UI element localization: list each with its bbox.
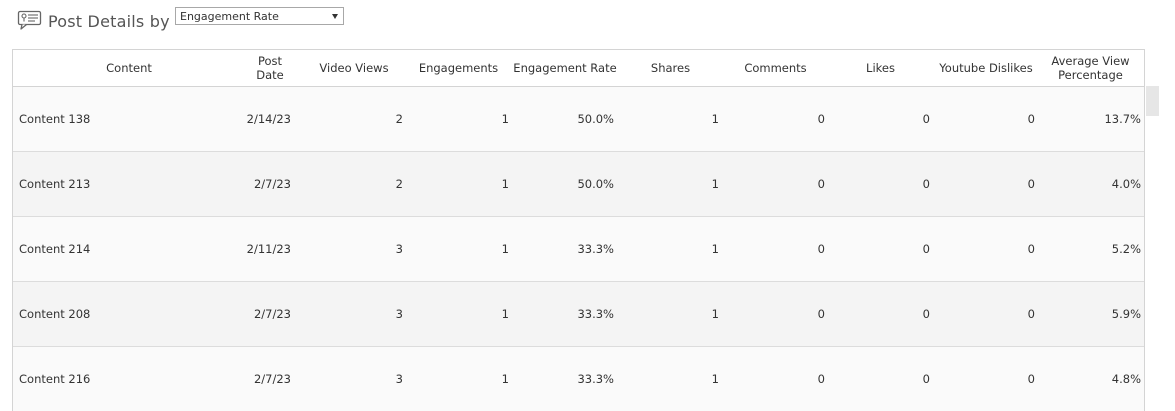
cell-engagements: 1 <box>501 112 509 126</box>
cell-likes: 0 <box>922 372 930 386</box>
column-header-post-date[interactable]: Post Date <box>256 54 284 82</box>
cell-shares: 1 <box>711 112 719 126</box>
cell-likes: 0 <box>922 307 930 321</box>
cell-post-date: 2/14/23 <box>246 112 291 126</box>
cell-post-date: 2/7/23 <box>253 177 291 191</box>
cell-youtube-dislikes: 0 <box>1027 112 1035 126</box>
cell-average-view-percentage: 5.2% <box>1111 242 1141 256</box>
cell-video-views: 3 <box>395 372 403 386</box>
cell-engagement-rate: 50.0% <box>577 177 614 191</box>
cell-comments: 0 <box>817 177 825 191</box>
table-header: Content Post Date Video Views Engagement… <box>13 50 1144 87</box>
cell-post-date: 2/7/23 <box>253 307 291 321</box>
cell-likes: 0 <box>922 177 930 191</box>
cell-comments: 0 <box>817 112 825 126</box>
cell-youtube-dislikes: 0 <box>1027 177 1035 191</box>
column-header-likes[interactable]: Likes <box>866 61 895 75</box>
column-header-comments[interactable]: Comments <box>744 61 807 75</box>
cell-comments: 0 <box>817 372 825 386</box>
cell-average-view-percentage: 13.7% <box>1104 112 1141 126</box>
column-header-content[interactable]: Content <box>106 61 152 75</box>
column-header-youtube-dislikes[interactable]: Youtube Dislikes <box>939 61 1033 75</box>
cell-youtube-dislikes: 0 <box>1027 372 1035 386</box>
vertical-scrollbar[interactable] <box>1145 49 1163 411</box>
cell-average-view-percentage: 5.9% <box>1111 307 1141 321</box>
scrollbar-thumb[interactable] <box>1146 86 1159 116</box>
column-header-engagement-rate[interactable]: Engagement Rate <box>513 61 617 75</box>
cell-shares: 1 <box>711 177 719 191</box>
cell-content: Content 216 <box>19 372 91 386</box>
speech-bubble-icon <box>17 10 43 30</box>
cell-engagement-rate: 33.3% <box>577 242 614 256</box>
cell-average-view-percentage: 4.8% <box>1111 372 1141 386</box>
cell-video-views: 3 <box>395 307 403 321</box>
cell-comments: 0 <box>817 307 825 321</box>
column-header-shares[interactable]: Shares <box>650 61 691 75</box>
page-title: Post Details by <box>48 12 170 31</box>
cell-video-views: 2 <box>395 112 403 126</box>
column-header-engagements[interactable]: Engagements <box>418 61 499 75</box>
cell-comments: 0 <box>817 242 825 256</box>
cell-content: Content 208 <box>19 307 91 321</box>
cell-engagement-rate: 50.0% <box>577 112 614 126</box>
cell-engagements: 1 <box>501 242 509 256</box>
cell-engagement-rate: 33.3% <box>577 307 614 321</box>
cell-shares: 1 <box>711 242 719 256</box>
table-row[interactable]: Content 208 2/7/23 3 1 33.3% 1 0 0 0 5.9… <box>13 282 1144 347</box>
table-row[interactable]: Content 213 2/7/23 2 1 50.0% 1 0 0 0 4.0… <box>13 152 1144 217</box>
cell-engagements: 1 <box>501 372 509 386</box>
cell-content: Content 138 <box>19 112 91 126</box>
cell-youtube-dislikes: 0 <box>1027 307 1035 321</box>
cell-shares: 1 <box>711 307 719 321</box>
cell-video-views: 3 <box>395 242 403 256</box>
table-row[interactable]: Content 216 2/7/23 3 1 33.3% 1 0 0 0 4.8… <box>13 347 1144 411</box>
cell-shares: 1 <box>711 372 719 386</box>
table-row[interactable]: Content 214 2/11/23 3 1 33.3% 1 0 0 0 5.… <box>13 217 1144 282</box>
cell-likes: 0 <box>922 112 930 126</box>
cell-engagements: 1 <box>501 307 509 321</box>
cell-likes: 0 <box>922 242 930 256</box>
post-details-table: Content Post Date Video Views Engagement… <box>12 49 1145 411</box>
chevron-down-icon[interactable] <box>332 14 338 19</box>
cell-content: Content 214 <box>19 242 91 256</box>
metric-dropdown-value: Engagement Rate <box>180 10 279 23</box>
cell-post-date: 2/11/23 <box>246 242 291 256</box>
cell-engagements: 1 <box>501 177 509 191</box>
cell-video-views: 2 <box>395 177 403 191</box>
table-row[interactable]: Content 138 2/14/23 2 1 50.0% 1 0 0 0 13… <box>13 87 1144 152</box>
cell-average-view-percentage: 4.0% <box>1111 177 1141 191</box>
cell-post-date: 2/7/23 <box>253 372 291 386</box>
column-header-average-view-percentage[interactable]: Average View Percentage <box>1051 54 1130 82</box>
cell-engagement-rate: 33.3% <box>577 372 614 386</box>
metric-dropdown[interactable]: Engagement Rate <box>175 7 344 25</box>
cell-content: Content 213 <box>19 177 91 191</box>
cell-youtube-dislikes: 0 <box>1027 242 1035 256</box>
column-header-video-views[interactable]: Video Views <box>319 61 389 75</box>
dashboard-header: Post Details by Engagement Rate <box>0 0 1175 44</box>
